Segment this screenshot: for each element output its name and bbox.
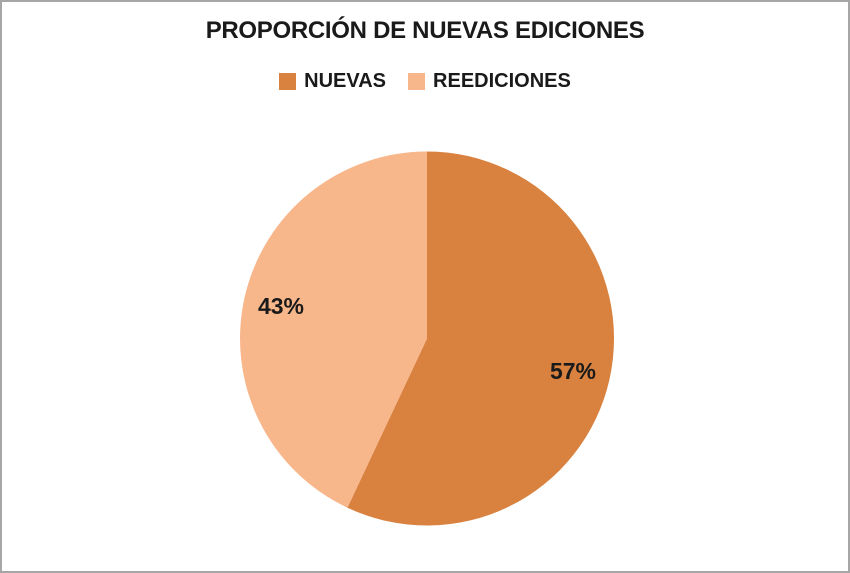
pie-slice-0 bbox=[347, 151, 615, 526]
legend-label-nuevas: NUEVAS bbox=[304, 70, 387, 92]
pie-slice-1 bbox=[240, 151, 427, 508]
legend-item-nuevas: NUEVAS bbox=[279, 71, 386, 91]
legend-swatch-nuevas-icon bbox=[279, 72, 297, 90]
legend-item-reediciones: REEDICIONES bbox=[408, 71, 571, 91]
legend-swatch-reediciones-icon bbox=[408, 72, 426, 90]
pie-label-0: 57% bbox=[550, 358, 596, 384]
legend-label-reediciones: REEDICIONES bbox=[433, 70, 571, 92]
chart-legend: NUEVAS REEDICIONES bbox=[2, 66, 848, 96]
chart-title: PROPORCIÓN DE NUEVAS EDICIONES bbox=[205, 17, 645, 44]
pie-label-1: 43% bbox=[258, 293, 304, 319]
